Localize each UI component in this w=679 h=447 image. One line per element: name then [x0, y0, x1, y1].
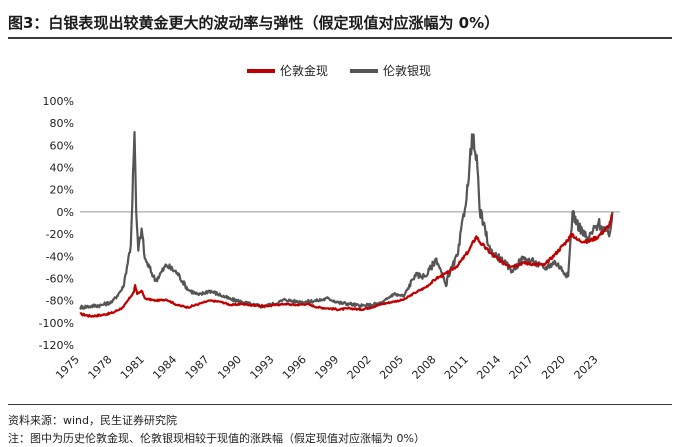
footer-rule	[8, 404, 672, 405]
y-axis: 100% 80% 60% 40% 20% 0% -20% -40% -60% -80% -100% -…	[39, 95, 74, 352]
y-tick-label: 100%	[43, 95, 74, 108]
x-tick-label: 2014	[474, 353, 503, 382]
x-axis: 1975 1978 1981 1984 1987 1990 1993 1996 1999 2002…	[53, 353, 600, 382]
x-tick-label: 1993	[248, 353, 277, 382]
y-tick-label: 40%	[50, 162, 74, 175]
series-line-silver	[79, 131, 614, 310]
x-tick-label: 1975	[53, 353, 82, 382]
plot-area	[79, 131, 620, 318]
legend-label: 伦敦金现	[280, 63, 328, 78]
source-note: 资料来源：wind，民生证券研究院	[8, 414, 178, 427]
x-tick-label: 1978	[86, 353, 115, 382]
x-tick-label: 2017	[507, 353, 536, 382]
x-tick-label: 1996	[280, 353, 309, 382]
figure-title: 图3：白银表现出较黄金更大的波动率与弹性（假定现值对应涨幅为 0%）	[8, 14, 500, 32]
y-tick-label: -40%	[46, 250, 74, 263]
x-tick-label: 1981	[118, 353, 147, 382]
y-tick-label: 0%	[57, 206, 74, 219]
x-tick-label: 1999	[312, 353, 341, 382]
x-tick-label: 1984	[150, 353, 179, 382]
y-tick-label: 60%	[50, 139, 74, 152]
legend: 伦敦金现 伦敦银现	[247, 63, 431, 78]
x-tick-label: 2002	[345, 353, 374, 382]
y-tick-label: -100%	[39, 317, 74, 330]
y-tick-label: -20%	[46, 228, 74, 241]
x-tick-label: 2005	[377, 353, 406, 382]
y-tick-label: 80%	[50, 117, 74, 130]
y-tick-label: -60%	[46, 272, 74, 285]
title-rule	[8, 37, 672, 39]
footnote: 注：图中为历史伦敦金现、伦敦银现相较于现值的涨跌幅（假定现值对应涨幅为 0%）	[8, 432, 425, 445]
y-tick-label: -120%	[39, 339, 74, 352]
x-tick-label: 1990	[215, 353, 244, 382]
legend-item-silver: 伦敦银现	[350, 63, 431, 78]
x-tick-label: 2023	[572, 353, 601, 382]
x-tick-label: 1987	[183, 353, 212, 382]
y-tick-label: -80%	[46, 295, 74, 308]
x-tick-label: 2020	[539, 353, 568, 382]
y-tick-label: 20%	[50, 184, 74, 197]
x-tick-label: 2008	[410, 353, 439, 382]
legend-label: 伦敦银现	[383, 63, 431, 78]
legend-item-gold: 伦敦金现	[247, 63, 328, 78]
series-line-gold	[79, 213, 614, 318]
x-tick-label: 2011	[442, 353, 471, 382]
